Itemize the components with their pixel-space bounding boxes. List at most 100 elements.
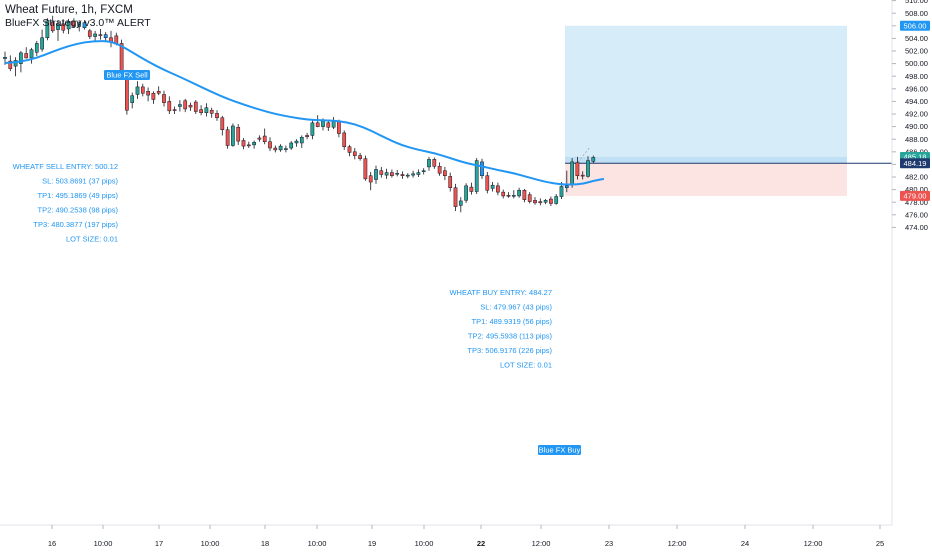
candle-up bbox=[299, 135, 304, 149]
buy-signal-tp2: TP2: 495.5938 (113 pips) bbox=[468, 332, 553, 341]
candle-down bbox=[262, 128, 267, 145]
price-label-entry: 484.19 bbox=[900, 158, 930, 169]
candle-down bbox=[485, 171, 490, 194]
candle-down bbox=[225, 126, 230, 149]
candle-body bbox=[496, 185, 500, 193]
candle-body bbox=[34, 43, 39, 53]
price-tick-label: 478.00 bbox=[905, 198, 928, 207]
candle-body bbox=[231, 125, 235, 146]
candle-body bbox=[273, 147, 278, 151]
candle-body bbox=[294, 140, 299, 144]
candle-up bbox=[374, 165, 378, 184]
price-tick-label: 486.00 bbox=[905, 147, 928, 156]
price-label-text: 484.19 bbox=[904, 159, 927, 168]
candle-body bbox=[464, 185, 468, 201]
time-tick-label: 19 bbox=[368, 539, 376, 548]
candle-body bbox=[50, 21, 55, 32]
candle-up bbox=[93, 30, 97, 42]
time-tick-label: 12:00 bbox=[668, 539, 687, 548]
candle-up bbox=[570, 158, 574, 188]
candle-down bbox=[538, 198, 543, 206]
time-tick-label: 23 bbox=[605, 539, 613, 548]
candle-body bbox=[199, 109, 203, 113]
candle-up bbox=[405, 173, 410, 179]
candle-body bbox=[77, 22, 82, 27]
candle-body bbox=[326, 122, 331, 128]
candle-body bbox=[421, 170, 426, 172]
candle-body bbox=[347, 146, 352, 153]
candle-down bbox=[453, 183, 458, 212]
candle-body bbox=[580, 174, 585, 177]
candle-up bbox=[543, 199, 548, 205]
candle-down bbox=[162, 90, 166, 107]
candle-up bbox=[45, 18, 50, 41]
price-label-sl: 479.00 bbox=[900, 190, 930, 201]
candle-body bbox=[225, 129, 230, 146]
candle-body bbox=[554, 196, 559, 204]
candle-body bbox=[400, 174, 405, 176]
signal-candle bbox=[564, 170, 569, 193]
time-axis[interactable]: 16 10:00 17 10:00 18 10:00 19 10:00 22 12:00 23 12:… bbox=[0, 524, 892, 548]
candle-down bbox=[220, 115, 225, 136]
candle-down bbox=[347, 144, 352, 157]
candle-body bbox=[575, 162, 580, 176]
candle-up bbox=[421, 168, 426, 175]
candle-body bbox=[3, 57, 7, 59]
price-label-tp: 506.00 bbox=[900, 20, 930, 31]
candle-body bbox=[45, 20, 50, 39]
sell-signal-tp3: TP3: 480.3877 (197 pips) bbox=[33, 220, 118, 229]
position-connector bbox=[577, 146, 591, 163]
candle-down bbox=[109, 30, 113, 48]
candle-body bbox=[156, 91, 161, 94]
candle-down bbox=[527, 192, 532, 204]
price-label-text: 479.00 bbox=[904, 192, 927, 201]
time-tick-label: 18 bbox=[261, 539, 269, 548]
buy-signal-tp3: TP3: 506.9176 (226 pips) bbox=[467, 346, 552, 355]
candle-body bbox=[162, 94, 166, 103]
candle-body bbox=[337, 121, 341, 134]
candle-down bbox=[352, 148, 357, 160]
price-label-text: 506.00 bbox=[904, 21, 927, 30]
candle-body bbox=[183, 100, 188, 110]
position-tool[interactable] bbox=[565, 25, 892, 196]
time-tick-label: 10:00 bbox=[415, 539, 434, 548]
price-tick-label: 482.00 bbox=[905, 173, 928, 182]
candle-body bbox=[538, 201, 543, 204]
price-axis[interactable]: 474.00476.00478.00480.00482.00484.00486.… bbox=[891, 0, 930, 525]
candle-down bbox=[61, 19, 66, 34]
candle-up bbox=[427, 156, 431, 171]
candle-down bbox=[342, 130, 347, 150]
candles bbox=[3, 15, 596, 213]
candle-body bbox=[315, 122, 320, 127]
candle-body bbox=[448, 176, 453, 188]
price-label-bg bbox=[900, 158, 930, 169]
candle-body bbox=[130, 95, 135, 103]
candle-down bbox=[305, 132, 309, 140]
candle-body bbox=[363, 158, 368, 180]
candle-body bbox=[405, 174, 410, 177]
candle-body bbox=[40, 37, 44, 50]
candle-down bbox=[146, 87, 150, 102]
time-tick-label: 22 bbox=[477, 539, 485, 548]
candle-down bbox=[400, 171, 405, 179]
candle-body bbox=[570, 161, 574, 185]
candle-down bbox=[246, 141, 251, 149]
candle-body bbox=[93, 33, 97, 37]
candle-up bbox=[411, 170, 415, 178]
candle-up bbox=[395, 170, 400, 177]
candle-up bbox=[66, 18, 71, 34]
candle-body bbox=[24, 53, 29, 59]
price-tick-label: 502.00 bbox=[905, 47, 928, 56]
indicator-legend[interactable]: BlueFX Strategy v3.0™ ALERT bbox=[5, 17, 151, 29]
buy-flag: Blue FX Buy bbox=[538, 445, 581, 455]
candle-up bbox=[310, 120, 315, 140]
stop-zone bbox=[565, 163, 847, 196]
signal-candle bbox=[82, 20, 87, 30]
candle-body bbox=[416, 172, 421, 175]
candle-body bbox=[586, 160, 590, 177]
candle-down bbox=[501, 189, 506, 199]
candle-body bbox=[8, 60, 13, 69]
candle-up bbox=[231, 123, 235, 147]
